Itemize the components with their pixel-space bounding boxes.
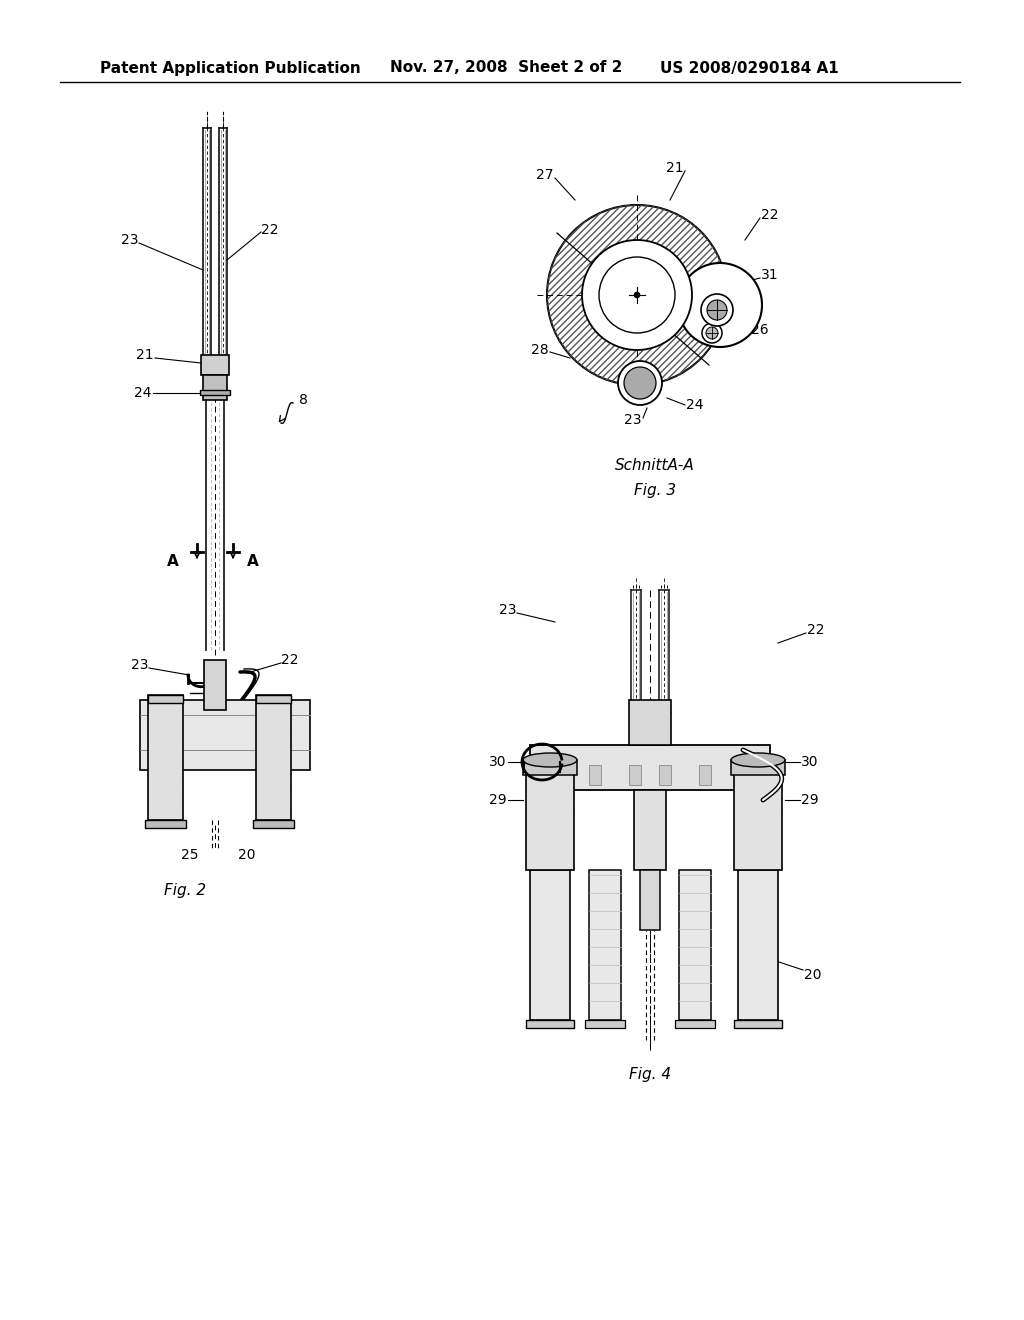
Bar [659, 766, 671, 785]
Text: 22: 22 [807, 623, 824, 638]
Bar [734, 760, 782, 870]
Bar [585, 1020, 625, 1028]
Circle shape [634, 292, 640, 298]
Bar [589, 870, 621, 1020]
Bar [140, 700, 310, 770]
Text: 24: 24 [686, 399, 703, 412]
Text: A: A [247, 554, 259, 569]
Bar [738, 870, 778, 1020]
Bar [731, 760, 785, 775]
Text: 28: 28 [531, 343, 549, 356]
Text: 8: 8 [299, 393, 307, 407]
Text: 25: 25 [181, 847, 199, 862]
Text: 20: 20 [804, 968, 821, 982]
Bar [523, 760, 577, 775]
Text: 21: 21 [667, 161, 684, 176]
Bar [256, 696, 291, 820]
Bar [629, 766, 641, 785]
Bar [144, 820, 185, 828]
Bar [200, 389, 230, 395]
Text: SchnittA-A: SchnittA-A [615, 458, 695, 473]
Text: Nov. 27, 2008  Sheet 2 of 2: Nov. 27, 2008 Sheet 2 of 2 [390, 61, 623, 75]
Text: 26: 26 [752, 323, 769, 337]
Bar [526, 760, 574, 870]
Text: 23: 23 [131, 657, 148, 672]
Bar [679, 870, 711, 1020]
Text: 23: 23 [500, 603, 517, 616]
Circle shape [706, 327, 718, 339]
Circle shape [702, 323, 722, 343]
Circle shape [582, 240, 692, 350]
Bar [530, 870, 570, 1020]
Text: 24: 24 [134, 385, 152, 400]
Text: US 2008/0290184 A1: US 2008/0290184 A1 [660, 61, 839, 75]
Circle shape [624, 367, 656, 399]
Bar [734, 1020, 782, 1028]
Bar [675, 1020, 715, 1028]
Ellipse shape [731, 752, 785, 767]
Text: Fig. 3: Fig. 3 [634, 483, 676, 498]
Bar [629, 700, 671, 744]
Text: 22: 22 [261, 223, 279, 238]
Text: 27: 27 [537, 168, 554, 182]
Bar [253, 820, 294, 828]
Bar [204, 660, 226, 710]
Circle shape [599, 257, 675, 333]
Text: 30: 30 [489, 755, 507, 770]
Text: 22: 22 [761, 209, 778, 222]
Text: Fig. 2: Fig. 2 [164, 883, 206, 898]
Bar [634, 789, 666, 870]
Text: 23: 23 [121, 234, 138, 247]
Bar [640, 870, 660, 931]
Text: 29: 29 [801, 793, 819, 807]
Bar [699, 766, 711, 785]
Bar [589, 766, 601, 785]
Circle shape [701, 294, 733, 326]
Bar [147, 696, 182, 704]
Bar [256, 696, 291, 704]
Circle shape [547, 205, 727, 385]
Bar [201, 355, 229, 375]
Text: 29: 29 [489, 793, 507, 807]
Text: 20: 20 [239, 847, 256, 862]
Text: 31: 31 [761, 268, 779, 282]
Ellipse shape [523, 752, 577, 767]
Text: 22: 22 [282, 653, 299, 667]
Bar [530, 744, 770, 789]
Text: 30: 30 [801, 755, 819, 770]
Circle shape [618, 360, 662, 405]
Text: Patent Application Publication: Patent Application Publication [100, 61, 360, 75]
Circle shape [707, 300, 727, 319]
Text: Fig. 4: Fig. 4 [629, 1068, 671, 1082]
Bar [203, 375, 227, 400]
Bar [526, 1020, 574, 1028]
Text: 21: 21 [136, 348, 154, 362]
Text: A: A [167, 554, 179, 569]
Circle shape [678, 263, 762, 347]
Text: 23: 23 [625, 413, 642, 426]
Bar [147, 696, 182, 820]
